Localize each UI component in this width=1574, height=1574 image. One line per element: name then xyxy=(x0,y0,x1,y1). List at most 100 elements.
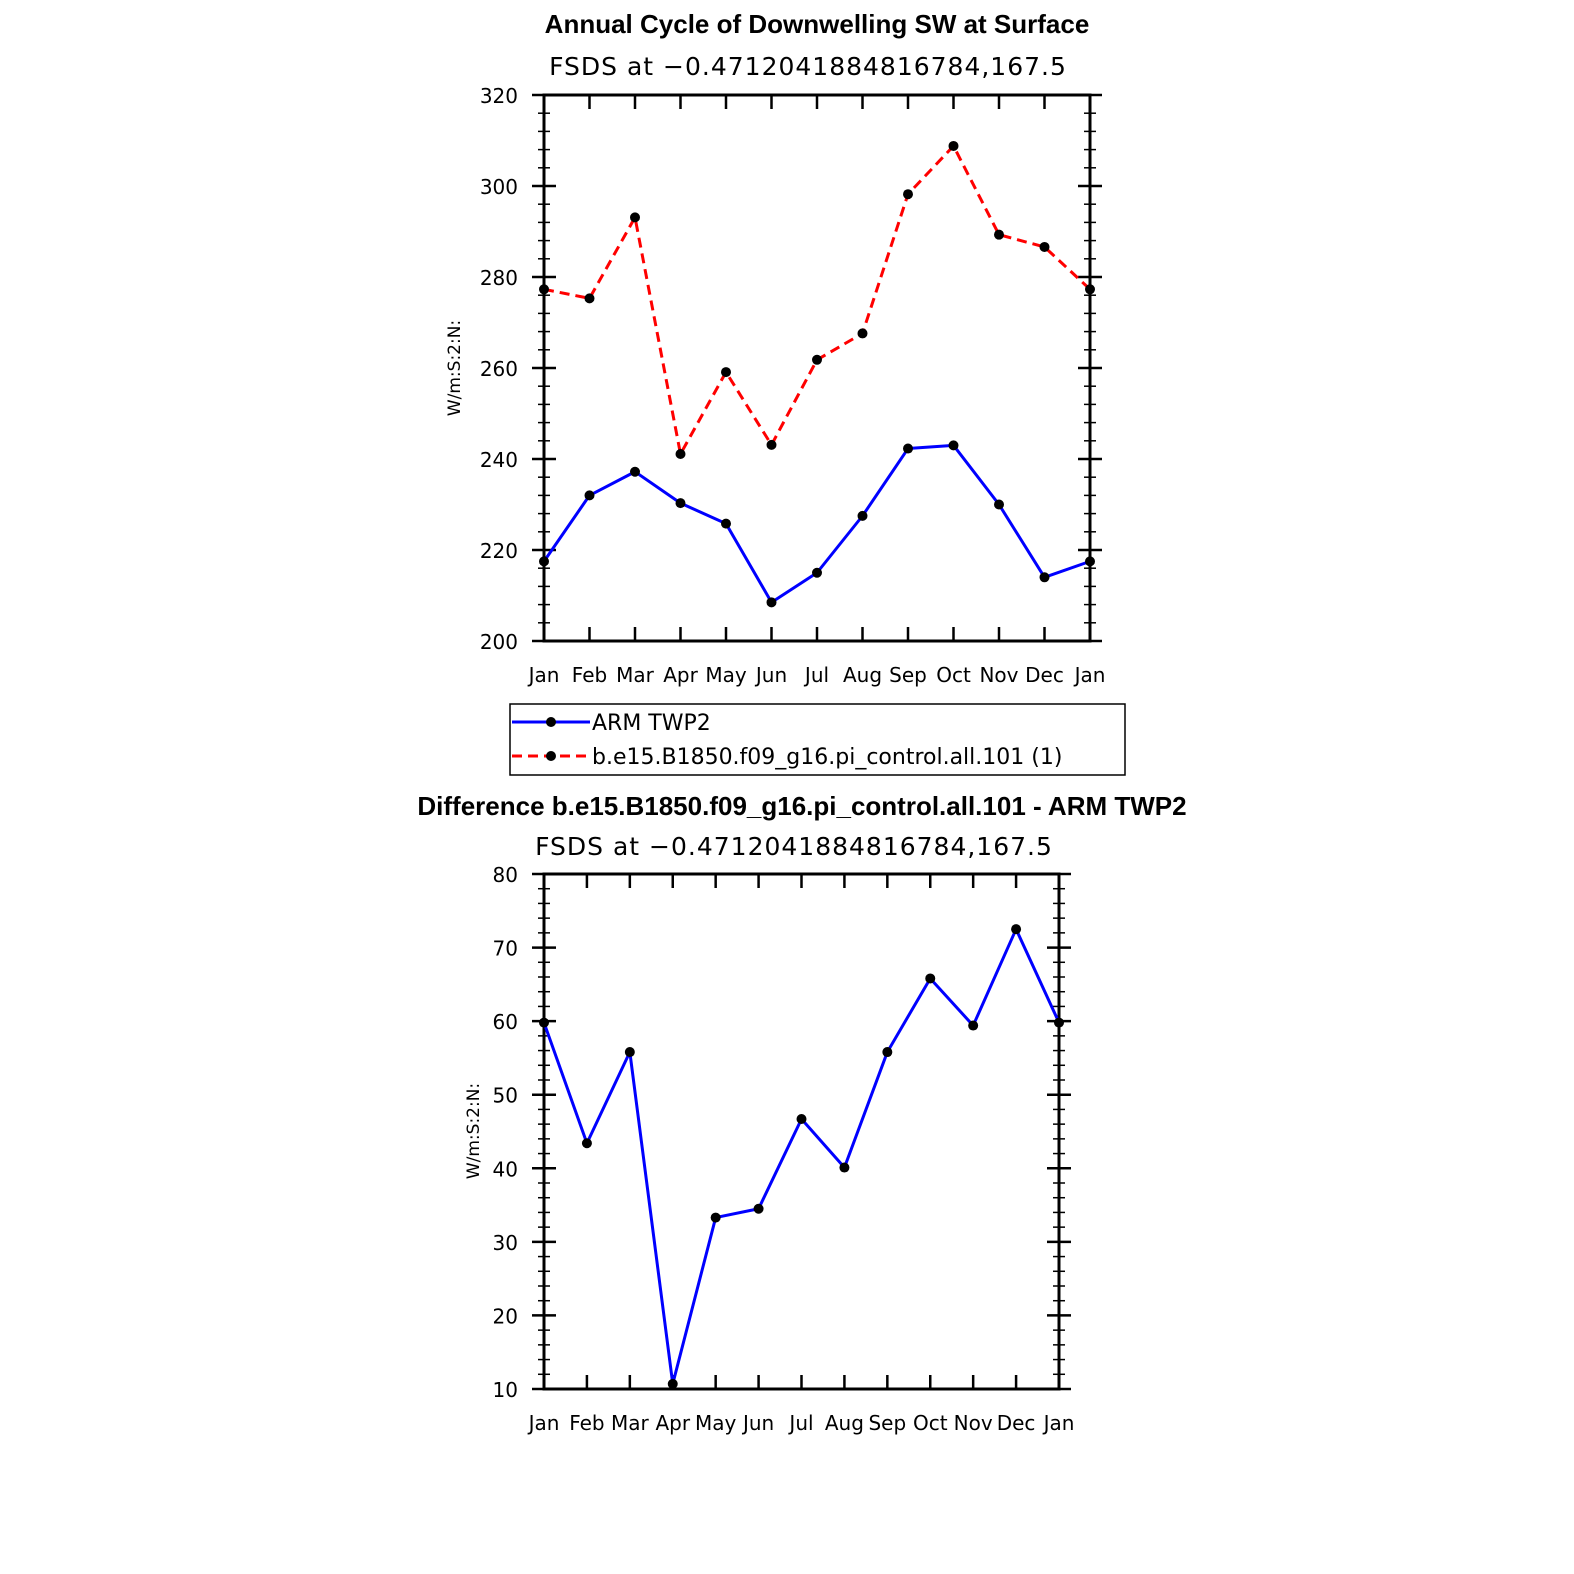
data-point xyxy=(882,1047,893,1058)
data-point xyxy=(925,973,936,984)
y-tick-label: 70 xyxy=(493,937,518,961)
y-tick-label: 220 xyxy=(480,539,518,563)
x-tick-label: Aug xyxy=(825,1411,864,1435)
data-point xyxy=(675,498,686,509)
data-point xyxy=(584,293,595,304)
data-point xyxy=(630,212,640,223)
y-tick-label: 320 xyxy=(480,84,518,108)
y-tick-label: 260 xyxy=(480,357,518,381)
data-point xyxy=(581,1138,592,1149)
x-tick-label: Apr xyxy=(663,663,698,687)
x-tick-label: Sep xyxy=(868,1411,906,1435)
chart-title: Annual Cycle of Downwelling SW at Surfac… xyxy=(545,9,1090,39)
data-point xyxy=(994,229,1004,240)
y-tick-label: 20 xyxy=(493,1304,518,1328)
y-tick-label: 80 xyxy=(493,863,518,887)
data-point xyxy=(584,490,595,501)
y-tick-label: 10 xyxy=(493,1378,518,1402)
data-point xyxy=(630,466,640,477)
series-line-1 xyxy=(543,144,1092,456)
x-tick-label: Jun xyxy=(754,663,787,687)
x-tick-label: May xyxy=(695,1411,737,1435)
x-tick-label: Jan xyxy=(1073,663,1106,687)
data-point xyxy=(1011,924,1022,935)
y-tick-label: 60 xyxy=(493,1010,518,1034)
data-point xyxy=(857,510,868,521)
chart-subtitle: FSDS at −0.4712041884816784,167.5 xyxy=(549,52,1067,81)
series-layer xyxy=(539,140,1095,608)
x-tick-label: Mar xyxy=(616,663,655,687)
x-tick-label: Jan xyxy=(527,1411,560,1435)
plot-frame xyxy=(542,872,1061,1391)
x-tick-label: Mar xyxy=(611,1411,650,1435)
x-tick-label: Jan xyxy=(1042,1411,1075,1435)
chart-subtitle: FSDS at −0.4712041884816784,167.5 xyxy=(535,832,1053,861)
y-tick-label: 30 xyxy=(493,1231,518,1255)
data-point xyxy=(839,1162,850,1173)
data-point xyxy=(903,443,913,454)
data-point xyxy=(1085,284,1095,295)
x-tick-label: Sep xyxy=(889,663,927,687)
data-point xyxy=(948,140,959,151)
data-point xyxy=(1039,241,1050,252)
legend-swatch-marker-model xyxy=(546,751,556,761)
data-point xyxy=(721,367,731,378)
data-point xyxy=(1085,556,1095,567)
data-point xyxy=(1054,1017,1064,1028)
data-point xyxy=(539,284,549,295)
data-point xyxy=(812,567,822,578)
data-point xyxy=(539,1017,549,1028)
data-point xyxy=(766,597,777,608)
x-tick-label: Jun xyxy=(741,1411,774,1435)
legend-entry-arm-twp2: ARM TWP2 xyxy=(592,711,711,736)
x-tick-label: May xyxy=(705,663,747,687)
x-tick-label: Apr xyxy=(655,1411,690,1435)
x-tick-label: Jul xyxy=(803,663,829,687)
y-tick-label: 200 xyxy=(480,630,518,654)
y-tick-label: 40 xyxy=(493,1157,518,1181)
data-point xyxy=(624,1047,635,1058)
data-point xyxy=(812,354,822,365)
x-tick-label: Oct xyxy=(913,1411,948,1435)
legend: ARM TWP2 b.e15.B1850.f09_g16.pi_control.… xyxy=(509,703,1126,776)
x-tick-label: Aug xyxy=(843,663,882,687)
x-tick-label: Feb xyxy=(572,663,607,687)
x-tick-label: Oct xyxy=(936,663,971,687)
x-tick-label: Dec xyxy=(997,1411,1036,1435)
legend-swatch-marker-arm xyxy=(546,717,556,727)
x-tick-label: Nov xyxy=(954,1411,993,1435)
y-tick-label: 280 xyxy=(480,266,518,290)
x-tick-label: Nov xyxy=(979,663,1018,687)
series-layer xyxy=(539,924,1064,1389)
axes: Jan Feb Mar Apr May Jun Jul Aug Sep Oct Nov Dec Jan 2… xyxy=(480,84,1106,687)
data-point xyxy=(968,1020,979,1031)
x-tick-label: Feb xyxy=(569,1411,604,1435)
legend-box xyxy=(509,703,1126,776)
y-tick-label: 50 xyxy=(493,1084,518,1108)
data-point xyxy=(766,439,777,450)
y-tick-label: 300 xyxy=(480,175,518,199)
data-point xyxy=(796,1113,807,1124)
data-point xyxy=(667,1378,678,1389)
series-line-0 xyxy=(542,443,1091,604)
y-tick-label: 240 xyxy=(480,448,518,472)
chart-title: Difference b.e15.B1850.f09_g16.pi_contro… xyxy=(417,791,1186,821)
data-point xyxy=(857,328,868,339)
series-line-0 xyxy=(542,927,1061,1386)
data-point xyxy=(1039,572,1050,583)
y-axis-label: W/m:S:2:N: xyxy=(464,1083,484,1179)
data-point xyxy=(675,448,686,459)
plot-frame xyxy=(542,93,1092,643)
x-tick-label: Jul xyxy=(787,1411,813,1435)
x-tick-label: Dec xyxy=(1025,663,1064,687)
annual-cycle-chart: Annual Cycle of Downwelling SW at Surfac… xyxy=(445,9,1105,687)
data-point xyxy=(903,189,913,200)
difference-chart: Difference b.e15.B1850.f09_g16.pi_contro… xyxy=(417,791,1186,1435)
data-point xyxy=(994,499,1004,510)
data-point xyxy=(721,518,731,529)
axes: Jan Feb Mar Apr May Jun Jul Aug Sep Oct Nov Dec Jan1… xyxy=(493,863,1075,1435)
data-point xyxy=(948,440,959,451)
x-tick-label: Jan xyxy=(527,663,560,687)
y-axis-label: W/m:S:2:N: xyxy=(445,320,465,416)
